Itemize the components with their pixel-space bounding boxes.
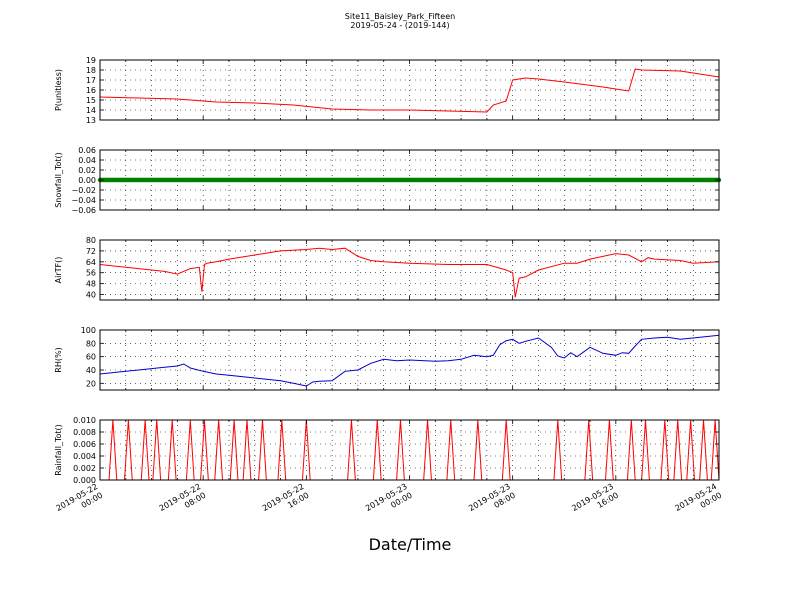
y-tick-label: 40	[86, 291, 96, 300]
y-tick-label: 0.04	[78, 156, 96, 165]
panel-2: −0.06−0.04−0.020.000.020.040.06 Snowfall_…	[54, 146, 722, 215]
y-tick-label: 15	[86, 96, 96, 105]
y-tick-label: −0.06	[71, 206, 96, 215]
y-tick-label: −0.04	[71, 196, 96, 205]
y-tick-label: 16	[86, 86, 96, 95]
series-line-1	[99, 68, 720, 113]
y-axis-label: AirTF()	[54, 257, 63, 284]
panel-3: 40 48 56 64 72 80 AirTF()	[54, 236, 720, 301]
y-tick-label: 56	[86, 269, 96, 278]
y-tick-label: 60	[86, 353, 96, 362]
y-tick-label: 48	[86, 280, 96, 289]
panel-4: 20 40 60 80 100 RH(%)	[54, 326, 720, 391]
y-tick-label: 0.006	[73, 440, 96, 449]
y-tick-label: 20	[86, 379, 96, 388]
figure-title-line1: Site11_Baisley_Park_Fifteen	[345, 12, 455, 21]
panel-5: 0.000 0.002 0.004 0.006 0.008 0.010 Rainfall_T…	[54, 416, 720, 485]
y-axis-label: Rainfall_Tot()	[54, 424, 63, 476]
y-tick-label: 100	[81, 326, 96, 335]
x-axis-label: Date/Time	[369, 535, 452, 554]
y-tick-label: 72	[86, 247, 96, 256]
series-line-4	[99, 334, 720, 387]
figure-title-line2: 2019-05-24 - (2019-144)	[350, 21, 449, 30]
y-axis-label: Snowfall_Tot()	[54, 152, 63, 208]
series-line-3	[99, 247, 720, 298]
y-tick-label: 14	[86, 106, 96, 115]
y-tick-label: 0.06	[78, 146, 96, 155]
y-tick-label: 0.004	[73, 452, 96, 461]
y-tick-label: 0.002	[73, 464, 96, 473]
y-axis-label: RH(%)	[54, 347, 63, 372]
y-tick-label: 13	[86, 116, 96, 125]
y-tick-label: 0.02	[78, 166, 96, 175]
y-tick-label: 0.00	[78, 176, 96, 185]
y-tick-label: 40	[86, 366, 96, 375]
y-tick-label: 0.008	[73, 428, 96, 437]
y-tick-label: 0.010	[73, 416, 96, 425]
y-tick-label: 64	[86, 258, 96, 267]
y-tick-label: 18	[86, 66, 96, 75]
y-tick-label: 0.000	[73, 476, 96, 485]
y-tick-label: 80	[86, 236, 96, 245]
y-tick-label: 17	[86, 76, 96, 85]
y-axis-label: P(unitless)	[54, 69, 63, 111]
y-tick-label: −0.02	[71, 186, 96, 195]
y-tick-label: 19	[86, 56, 96, 65]
y-tick-label: 80	[86, 339, 96, 348]
